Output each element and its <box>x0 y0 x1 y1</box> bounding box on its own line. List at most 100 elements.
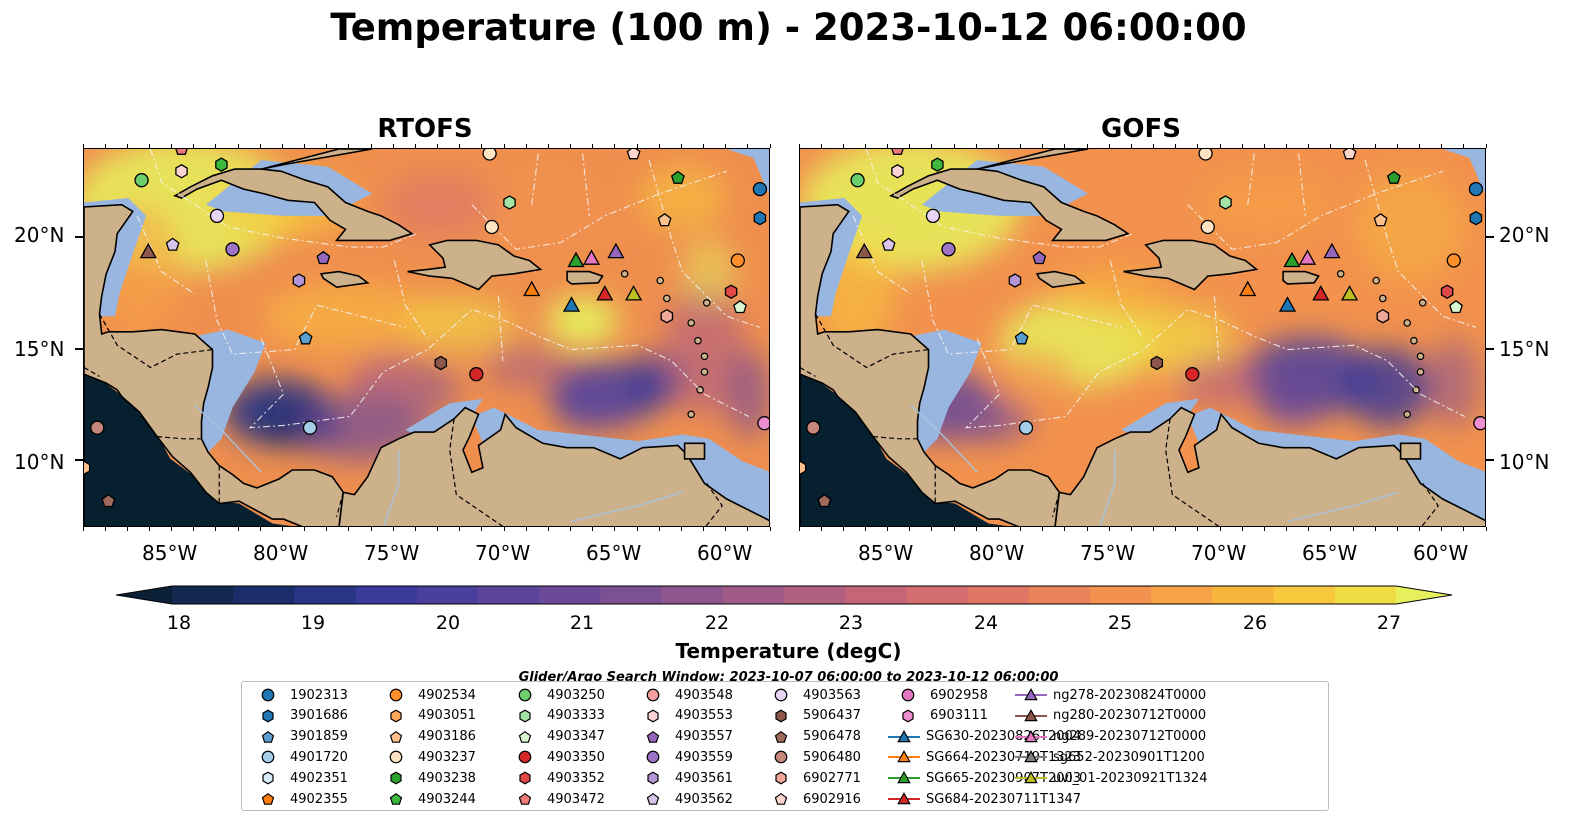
colorbar-segment <box>722 586 785 604</box>
gofs-panel-title: GOFS <box>1101 114 1181 144</box>
minor-tick <box>1175 527 1177 531</box>
colorbar-segment <box>906 586 969 604</box>
lon-label-70w-rtofs: 70°W <box>475 541 531 565</box>
lat-tick <box>75 347 83 350</box>
circle-marker-icon <box>517 749 533 765</box>
lat-label-10n-right: 10°N <box>1499 450 1550 474</box>
minor-tick <box>570 527 572 531</box>
pentagon-marker-icon <box>645 729 661 745</box>
lon-label-60w-rtofs: 60°W <box>697 541 753 565</box>
minor-tick <box>1308 144 1310 148</box>
minor-tick <box>1219 527 1221 531</box>
argo-float-marker <box>101 493 116 508</box>
legend-item-label: 3901859 <box>290 729 348 745</box>
minor-tick <box>1219 144 1221 148</box>
colorbar-segment <box>1334 586 1397 604</box>
hexagon-marker-icon <box>900 708 916 724</box>
argo-float-marker <box>1014 331 1029 345</box>
minor-tick <box>126 527 128 531</box>
minor-tick <box>1130 144 1132 148</box>
argo-float-marker <box>800 460 807 476</box>
legend-item-label: 4903347 <box>547 729 605 745</box>
minor-tick <box>437 144 439 148</box>
minor-tick <box>953 527 955 531</box>
argo-float-marker <box>925 208 941 224</box>
minor-tick <box>1352 527 1354 531</box>
minor-tick <box>1463 527 1465 531</box>
pacific-ocean <box>84 367 291 526</box>
minor-tick <box>703 527 705 531</box>
legend-item-label: 6902958 <box>930 687 988 703</box>
argo-float-marker <box>941 242 956 257</box>
argo-float-marker <box>1018 420 1034 435</box>
triangle-marker-icon <box>1015 708 1047 724</box>
country-border <box>873 436 918 440</box>
pentagon-marker-icon <box>260 729 276 745</box>
argo-float-marker <box>1473 416 1485 431</box>
legend-item: uvi_01-20230921T1324 <box>1015 768 1207 788</box>
legend-item: 4903553 <box>645 706 733 726</box>
argo-float-marker <box>482 149 497 161</box>
legend-item: SG665-20230907T2003 <box>888 768 1081 788</box>
lat-label-15n-right: 15°N <box>1499 337 1550 361</box>
minor-tick <box>997 527 999 531</box>
legend-item-label: 4902534 <box>418 687 476 703</box>
island <box>1372 276 1381 285</box>
lat-tick <box>75 459 83 462</box>
glider-marker <box>567 251 585 268</box>
cuba-land <box>172 168 414 242</box>
eez-boundary <box>852 215 912 295</box>
argo-float-marker <box>1200 219 1215 235</box>
minor-tick <box>887 527 889 531</box>
minor-tick <box>1308 527 1310 531</box>
minor-tick <box>725 527 727 531</box>
triangle-marker-icon <box>1015 729 1047 745</box>
minor-tick <box>481 527 483 531</box>
argo-float-marker <box>316 250 331 265</box>
eez-boundary <box>248 308 572 429</box>
argo-float-marker <box>724 284 738 299</box>
minor-tick <box>1108 527 1110 531</box>
minor-tick <box>1130 527 1132 531</box>
colorbar-segment <box>967 586 1030 604</box>
minor-tick <box>1396 527 1398 531</box>
triangle-marker-icon <box>1015 687 1047 703</box>
minor-tick <box>1263 144 1265 148</box>
legend-item: 3901859 <box>260 727 348 747</box>
lat-label-15n-left: 15°N <box>14 337 65 361</box>
minor-tick <box>1108 144 1110 148</box>
jamaica-land <box>319 270 370 289</box>
argo-float-marker <box>298 331 313 345</box>
colorbar-segment <box>416 586 479 604</box>
eez-boundary <box>571 344 750 417</box>
glider-marker <box>1340 285 1359 301</box>
minor-tick <box>680 144 682 148</box>
rtofs-map <box>83 148 770 527</box>
minor-tick <box>658 144 660 148</box>
minor-tick <box>1263 527 1265 531</box>
minor-tick <box>370 144 372 148</box>
glider-marker <box>139 242 157 259</box>
colorbar-segment <box>784 586 846 604</box>
minor-tick <box>842 527 844 531</box>
legend-item: 4903244 <box>388 789 476 809</box>
argo-float-marker <box>292 273 306 288</box>
colorbar-tick-23: 23 <box>838 612 864 634</box>
island <box>1418 299 1427 307</box>
minor-tick <box>326 527 328 531</box>
minor-tick <box>614 527 616 531</box>
legend-item: 5906437 <box>773 706 861 726</box>
minor-tick <box>1064 527 1066 531</box>
legend-item: SG664-20230719T1323 <box>888 747 1081 767</box>
minor-tick <box>1042 527 1044 531</box>
triangle-marker-icon <box>888 729 920 745</box>
minor-tick <box>703 144 705 148</box>
minor-tick <box>887 144 889 148</box>
argo-float-marker <box>165 237 180 251</box>
minor-tick <box>570 144 572 148</box>
colorbar-segment <box>294 586 357 604</box>
legend-item: ng289-20230712T0000 <box>1015 727 1206 747</box>
river <box>1099 450 1116 526</box>
minor-tick <box>1463 144 1465 148</box>
island <box>1403 410 1412 419</box>
